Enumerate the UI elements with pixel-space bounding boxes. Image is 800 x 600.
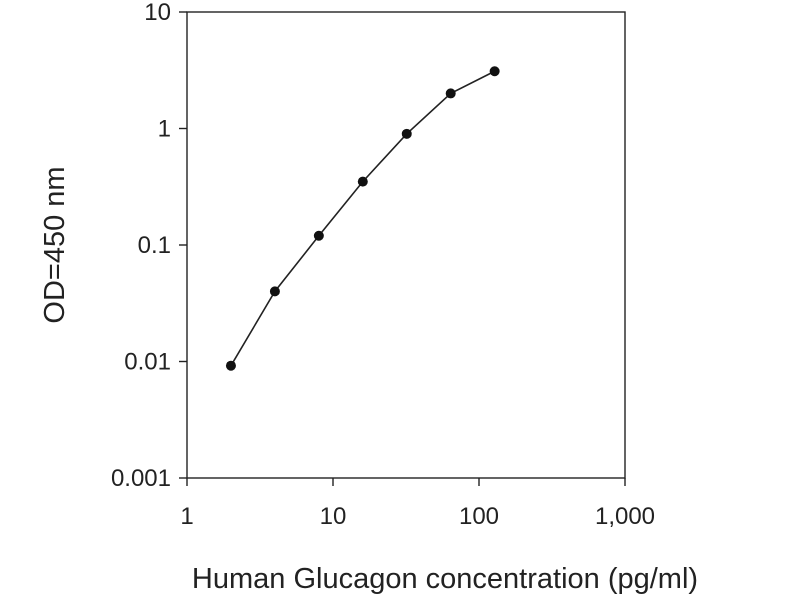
x-tick-label: 1,000 — [595, 503, 655, 530]
x-tick-label: 10 — [320, 503, 347, 530]
y-tick-label: 0.1 — [138, 232, 171, 259]
data-point — [313, 230, 324, 241]
data-point — [357, 176, 368, 187]
plot-axes — [186, 11, 626, 479]
x-tick-label: 1 — [180, 503, 193, 530]
data-point — [225, 360, 236, 371]
y-tick-label: 0.001 — [111, 465, 171, 492]
y-axis-title: OD=450 nm — [39, 166, 71, 323]
data-point — [401, 128, 412, 139]
y-tick-label: 10 — [144, 0, 171, 26]
data-point — [269, 286, 280, 297]
x-axis-title: Human Glucagon concentration (pg/ml) — [192, 563, 698, 595]
data-point — [445, 88, 456, 99]
data-series — [225, 66, 500, 371]
x-tick-label: 100 — [459, 503, 499, 530]
y-tick-label: 0.01 — [124, 349, 171, 376]
y-tick-label: 1 — [158, 116, 171, 143]
axis-ticks: 0.001 0.01 0.1 1 10 1 10 100 1,000 — [111, 0, 655, 530]
plot-frame — [186, 11, 626, 479]
data-point — [489, 66, 500, 77]
series-line — [230, 70, 496, 367]
